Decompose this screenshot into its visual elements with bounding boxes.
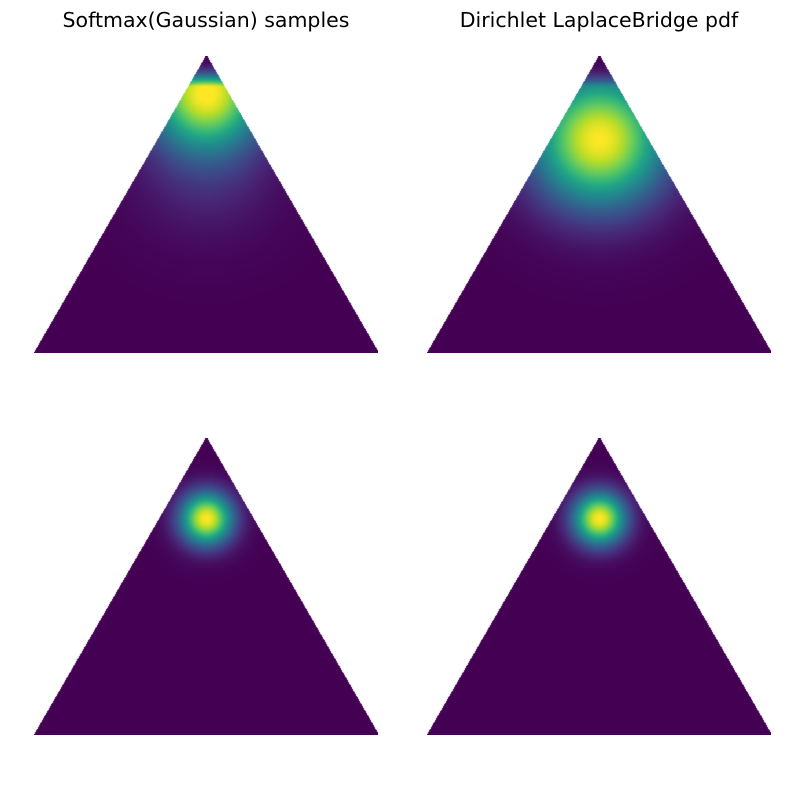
density-heatmap-top-right [427, 56, 771, 353]
density-heatmap-bottom-left [34, 438, 378, 735]
density-heatmap-bottom-right [427, 438, 771, 735]
panel-top-right [427, 56, 771, 353]
panel-title-top-right: Dirichlet LaplaceBridge pdf [460, 8, 739, 32]
panel-bottom-right [427, 438, 771, 735]
panel-bottom-left [34, 438, 378, 735]
panel-title-top-left: Softmax(Gaussian) samples [63, 8, 350, 32]
density-heatmap-top-left [34, 56, 378, 353]
panel-top-left [34, 56, 378, 353]
